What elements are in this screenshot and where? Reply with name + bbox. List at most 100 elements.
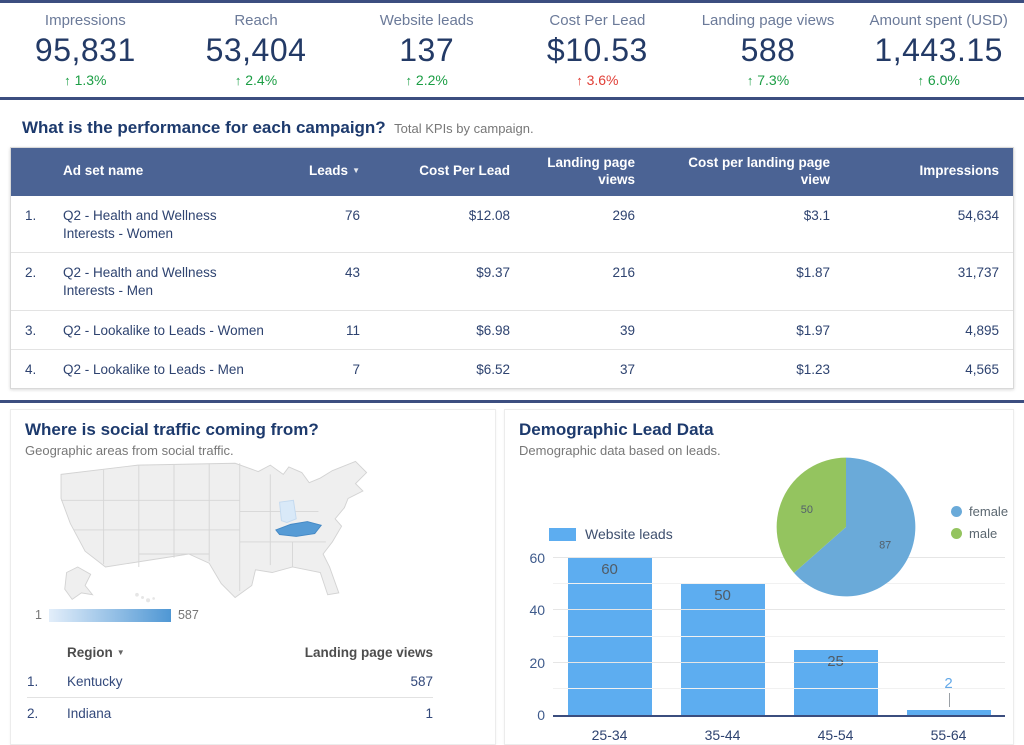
legend-swatch <box>549 527 577 541</box>
impressions-cell: 31,737 <box>844 252 1013 311</box>
region-table-row: 1. Kentucky 587 <box>27 666 433 699</box>
impressions-cell: 4,895 <box>844 310 1013 350</box>
scorecard-delta-value: 2.4% <box>245 72 278 88</box>
ad-set-name-cell: Q2 - Lookalike to Leads - Men <box>63 361 244 377</box>
column-header-cost-per-landing-page-view[interactable]: Cost per landing page view <box>649 148 844 196</box>
scorecard: Website leads 137 ↑ 2.2% <box>341 12 512 97</box>
y-axis-tick-label: 0 <box>537 707 546 724</box>
bar-chart-legend: Website leads <box>549 526 673 542</box>
pie-slice-value-label: 87 <box>879 539 891 551</box>
legend-label: Website leads <box>585 526 673 543</box>
geo-panel: Where is social traffic coming from? Geo… <box>10 409 497 745</box>
campaign-table-card: Ad set name Leads ▼ Cost Per Lead Landing… <box>10 147 1014 390</box>
legend-label: female <box>969 504 1009 520</box>
map-color-scale: 1 587 <box>35 608 199 622</box>
leads-cell: 76 <box>279 195 374 254</box>
landing-page-views-cell: 296 <box>524 195 649 254</box>
column-header-index <box>11 148 49 196</box>
legend-dot-icon <box>951 528 963 540</box>
bar-slot: 50 35-44 <box>666 550 779 743</box>
pie-chart[interactable]: 87 50 <box>773 454 919 600</box>
region-name: Kentucky <box>67 674 123 690</box>
cost-per-landing-page-view-cell: $1.87 <box>649 252 844 311</box>
trend-up-arrow-icon: ↑ <box>405 73 413 88</box>
landing-page-views-cell: 216 <box>524 252 649 311</box>
gridline <box>553 635 1006 637</box>
region-column-header[interactable]: Region ▼ <box>67 645 125 661</box>
scorecard-delta: ↑ 6.0% <box>853 72 1024 88</box>
trend-up-arrow-icon: ↑ <box>917 73 925 88</box>
landing-page-views-cell: 37 <box>619 361 635 377</box>
scorecard-value: 95,831 <box>34 32 136 68</box>
map-us-outline <box>60 460 368 599</box>
gridline <box>553 583 1006 585</box>
row-index: 2. <box>11 252 49 311</box>
region-name: Indiana <box>67 706 112 722</box>
bar-chart-plot: 60 25-34 50 35-44 25 45-54 2 55-64 0 20 40 60 <box>529 550 1006 743</box>
pie-chart-legend: female male <box>951 504 1008 548</box>
sort-desc-icon: ▼ <box>116 648 125 658</box>
leads-cell: 43 <box>279 252 374 311</box>
map-scale-min: 1 <box>35 608 42 623</box>
scorecard-delta: ↑ 7.3% <box>683 72 854 88</box>
bar-35-44[interactable]: 50 <box>680 584 765 716</box>
region-value: 1 <box>425 706 433 722</box>
sort-desc-icon: ▼ <box>352 166 360 176</box>
scorecard-delta-value: 6.0% <box>927 72 960 88</box>
scorecard-delta-value: 2.2% <box>415 72 448 88</box>
trend-up-arrow-icon: ↑ <box>234 73 242 88</box>
scorecard-value: 53,404 <box>205 32 307 68</box>
ad-set-name-cell: Q2 - Lookalike to Leads - Women <box>49 310 279 350</box>
ad-set-name-cell: Q2 - Health and Wellness Interests - Wom… <box>49 195 279 254</box>
trend-up-arrow-icon: ↑ <box>64 73 71 88</box>
x-axis-tick-label: 35-44 <box>704 727 741 744</box>
legend-dot-icon <box>951 506 963 518</box>
scorecard-delta-value: 3.6% <box>586 72 619 88</box>
scorecard: Landing page views 588 ↑ 7.3% <box>683 12 854 97</box>
scorecard-delta: ↑ 3.6% <box>512 72 683 88</box>
bar-45-54[interactable]: 25 <box>793 650 878 716</box>
region-table: Region ▼ Landing page views 1. Kentucky 5… <box>27 638 433 729</box>
leads-cell: 7 <box>352 361 360 377</box>
row-index: 1. <box>27 674 39 690</box>
demo-title: Demographic Lead Data <box>519 420 714 440</box>
cost-per-landing-page-view-cell: $3.1 <box>649 195 844 254</box>
campaign-section-subtitle: Total KPIs by campaign. <box>394 121 534 136</box>
campaign-section-title: What is the performance for each campaig… <box>22 118 386 137</box>
y-axis-tick-label: 40 <box>529 602 546 619</box>
scorecard-delta-value: 1.3% <box>74 72 107 88</box>
region-table-header: Region ▼ Landing page views <box>27 638 433 666</box>
map-state-kentucky[interactable] <box>275 521 323 537</box>
x-axis-tick-label: 25-34 <box>591 727 628 744</box>
scorecard-value: $10.53 <box>546 32 648 68</box>
cost-per-lead-cell: $12.08 <box>374 195 524 254</box>
impressions-cell: 54,634 <box>844 195 1013 254</box>
column-header-leads[interactable]: Leads ▼ <box>279 148 374 196</box>
bar-value-label: 60 <box>601 561 618 579</box>
region-value-column-header[interactable]: Landing page views <box>304 645 433 661</box>
scorecard: Reach 53,404 ↑ 2.4% <box>171 12 342 97</box>
column-header-impressions[interactable]: Impressions <box>844 148 1013 196</box>
legend-label: male <box>969 526 998 542</box>
us-choropleth-map[interactable] <box>33 454 465 604</box>
gridline <box>553 557 1006 559</box>
pie-slice-male[interactable] <box>776 457 847 573</box>
row-index: 1. <box>11 195 49 254</box>
scorecard-band: Impressions 95,831 ↑ 1.3% Reach 53,404 ↑… <box>0 0 1024 100</box>
label-leader-line <box>948 693 950 708</box>
bar-value-label: 50 <box>714 587 731 605</box>
column-header-landing-page-views[interactable]: Landing page views <box>524 148 649 196</box>
campaign-section-header: What is the performance for each campaig… <box>0 100 1024 147</box>
bar-25-34[interactable]: 60 <box>567 558 652 716</box>
cost-per-lead-cell: $6.52 <box>476 361 510 377</box>
column-header-cost-per-lead[interactable]: Cost Per Lead <box>374 148 524 196</box>
impressions-cell: 4,565 <box>965 361 999 377</box>
map-state-indiana[interactable] <box>279 499 297 524</box>
trend-up-arrow-icon: ↑ <box>576 73 583 88</box>
pie-slice-female[interactable] <box>794 457 916 597</box>
campaign-table-row: 3. Q2 - Lookalike to Leads - Women 11 $6… <box>11 310 1013 350</box>
bar-55-64[interactable] <box>906 710 991 716</box>
campaign-table-row: 2. Q2 - Health and Wellness Interests - … <box>11 252 1013 311</box>
column-header-ad-set-name[interactable]: Ad set name <box>49 148 279 196</box>
map-scale-gradient-bar <box>48 608 171 622</box>
